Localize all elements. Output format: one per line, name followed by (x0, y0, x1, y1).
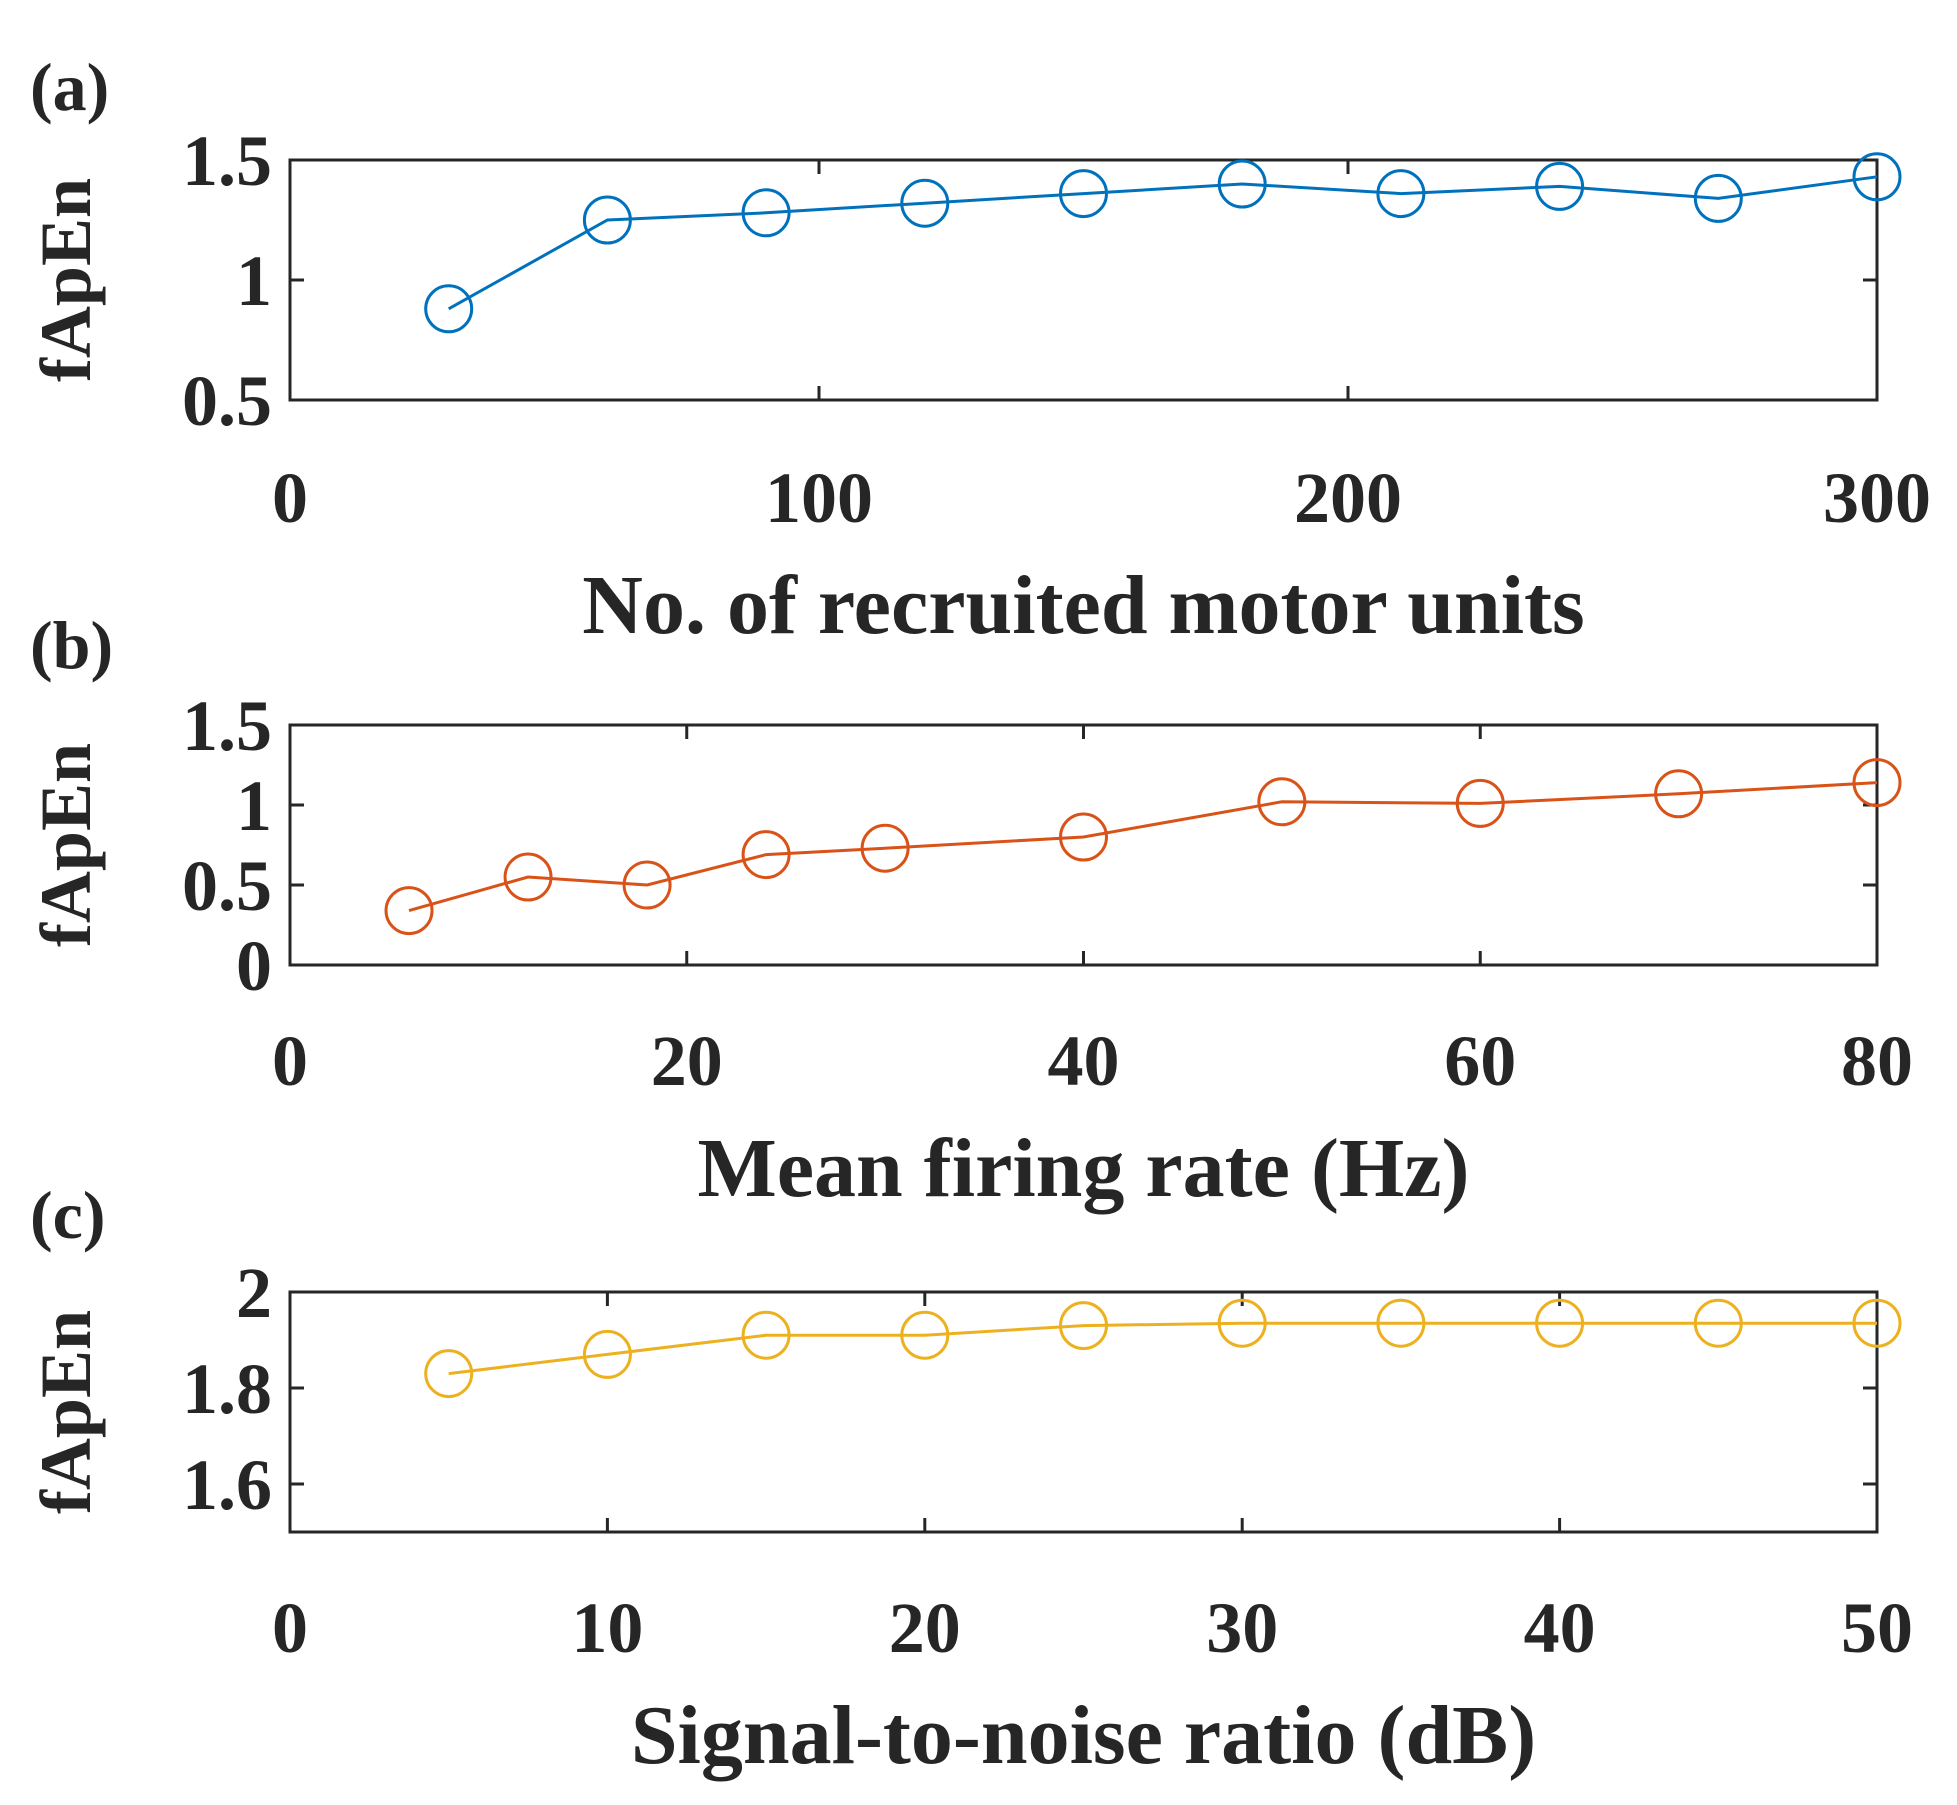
y-tick-label: 0 (236, 926, 272, 1006)
x-tick-label: 20 (889, 1588, 961, 1668)
y-tick-label: 1 (236, 766, 272, 846)
x-axis-label: Mean firing rate (Hz) (697, 1122, 1469, 1215)
data-point (741, 1310, 791, 1360)
y-axis-label: fApEn (26, 1310, 106, 1514)
y-axis-label: fApEn (26, 743, 106, 947)
x-tick-label: 50 (1841, 1588, 1913, 1668)
data-point (1376, 1298, 1426, 1348)
data-point (1535, 161, 1585, 211)
data-point (1852, 152, 1902, 202)
data-point (503, 852, 553, 902)
data-point (424, 284, 474, 334)
data-point (1535, 1298, 1585, 1348)
data-point (1376, 169, 1426, 219)
series-line (447, 175, 1878, 311)
x-axis-label: Signal-to-noise ratio (dB) (631, 1689, 1536, 1782)
x-tick-label: 60 (1444, 1021, 1516, 1101)
y-tick-label: 1.5 (182, 686, 272, 766)
data-point (1852, 1298, 1902, 1348)
y-tick-label: 1.8 (182, 1349, 272, 1429)
data-point (1693, 1298, 1743, 1348)
x-tick-label: 0 (272, 1021, 308, 1101)
x-tick-label: 30 (1206, 1588, 1278, 1668)
x-tick-label: 20 (651, 1021, 723, 1101)
panel-label: (c) (30, 1177, 105, 1253)
x-tick-label: 40 (1048, 1021, 1120, 1101)
data-point (1217, 159, 1267, 209)
x-tick-label: 80 (1841, 1021, 1913, 1101)
panel-label: (b) (30, 607, 113, 683)
data-point (1059, 812, 1108, 862)
series-line (448, 1321, 1877, 1376)
data-point (900, 178, 950, 228)
y-tick-label: 0.5 (182, 361, 272, 441)
chart-panel-c: (c) fApEn 0 10 20 30 40 50 1.6 1.8 2 Signal-to-nois… (26, 1177, 1913, 1782)
plot-frame (288, 1290, 1879, 1534)
x-tick-label: 300 (1823, 458, 1931, 538)
data-point (1217, 1298, 1267, 1348)
data-point (1059, 169, 1108, 219)
data-point (1455, 778, 1505, 828)
x-tick-label: 0 (272, 458, 308, 538)
series-line (408, 781, 1878, 913)
x-tick-label: 40 (1524, 1588, 1596, 1668)
data-point (582, 1329, 632, 1379)
y-tick-label: 1.6 (182, 1445, 272, 1525)
data-point (384, 886, 434, 936)
data-point (424, 1349, 474, 1399)
data-point (622, 860, 672, 910)
chart-panel-a: (a) fApEn 0 100 200 300 0.5 1 1.5 No. of recruite… (26, 49, 1931, 652)
data-point (1059, 1301, 1108, 1351)
x-tick-label: 100 (765, 458, 873, 538)
data-point (1852, 758, 1902, 808)
data-point (741, 188, 791, 238)
x-axis-label: No. of recruited motor units (582, 559, 1584, 652)
data-point (860, 823, 910, 873)
data-point (1693, 173, 1743, 223)
y-tick-label: 1.5 (182, 121, 272, 201)
y-tick-label: 0.5 (182, 846, 272, 926)
y-axis-label: fApEn (26, 178, 106, 382)
data-point (582, 195, 632, 245)
x-tick-label: 200 (1294, 458, 1402, 538)
data-point (741, 830, 791, 880)
y-tick-label: 2 (236, 1253, 272, 1333)
data-point (1654, 769, 1704, 819)
x-tick-label: 10 (571, 1588, 643, 1668)
data-point (900, 1310, 950, 1360)
x-tick-label: 0 (272, 1588, 308, 1668)
panel-label: (a) (30, 49, 109, 125)
y-tick-label: 1 (236, 241, 272, 321)
data-point (1257, 777, 1307, 827)
